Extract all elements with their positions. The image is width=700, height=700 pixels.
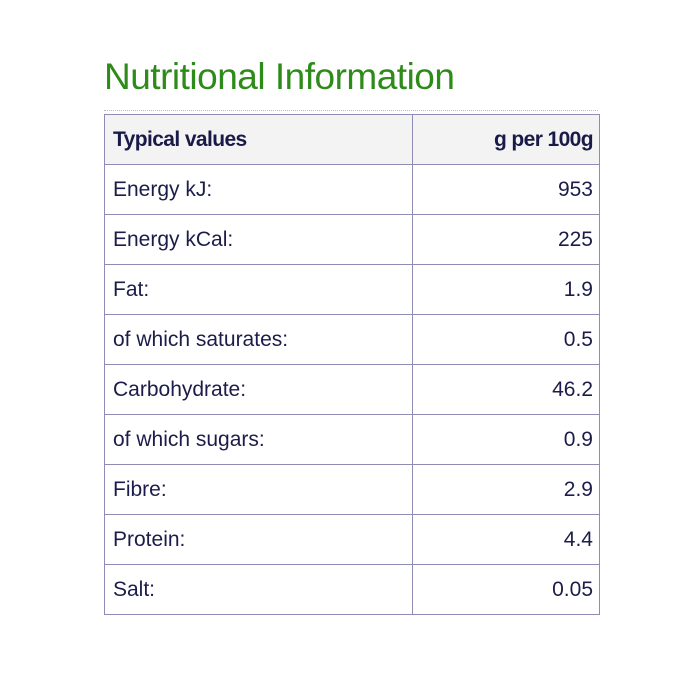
- table-row-energy-kj: Energy kJ: 953: [104, 164, 600, 215]
- row-label: Salt:: [104, 564, 413, 615]
- row-label: Fat:: [104, 264, 413, 315]
- row-value: 46.2: [412, 364, 600, 415]
- page-title: Nutritional Information: [104, 56, 455, 97]
- header-per-100g: g per 100g: [412, 114, 600, 165]
- row-value: 2.9: [412, 464, 600, 515]
- table-header-row: Typical values g per 100g: [104, 114, 600, 165]
- row-label: Protein:: [104, 514, 413, 565]
- row-label: Energy kJ:: [104, 164, 413, 215]
- table-row-salt: Salt: 0.05: [104, 564, 600, 615]
- row-label: Energy kCal:: [104, 214, 413, 265]
- table-row-fibre: Fibre: 2.9: [104, 464, 600, 515]
- row-value: 0.05: [412, 564, 600, 615]
- row-label: of which sugars:: [104, 414, 413, 465]
- row-label: Fibre:: [104, 464, 413, 515]
- title-divider: [104, 110, 598, 111]
- nutrition-table: Typical values g per 100g Energy kJ: 953…: [104, 114, 600, 615]
- table-row-protein: Protein: 4.4: [104, 514, 600, 565]
- table-row-energy-kcal: Energy kCal: 225: [104, 214, 600, 265]
- row-label: of which saturates:: [104, 314, 413, 365]
- table-row-sugars: of which sugars: 0.9: [104, 414, 600, 465]
- table-row-fat: Fat: 1.9: [104, 264, 600, 315]
- table-row-saturates: of which saturates: 0.5: [104, 314, 600, 365]
- table-row-carbohydrate: Carbohydrate: 46.2: [104, 364, 600, 415]
- row-value: 0.9: [412, 414, 600, 465]
- header-typical-values: Typical values: [104, 114, 413, 165]
- row-value: 225: [412, 214, 600, 265]
- row-value: 953: [412, 164, 600, 215]
- row-value: 4.4: [412, 514, 600, 565]
- row-label: Carbohydrate:: [104, 364, 413, 415]
- row-value: 0.5: [412, 314, 600, 365]
- row-value: 1.9: [412, 264, 600, 315]
